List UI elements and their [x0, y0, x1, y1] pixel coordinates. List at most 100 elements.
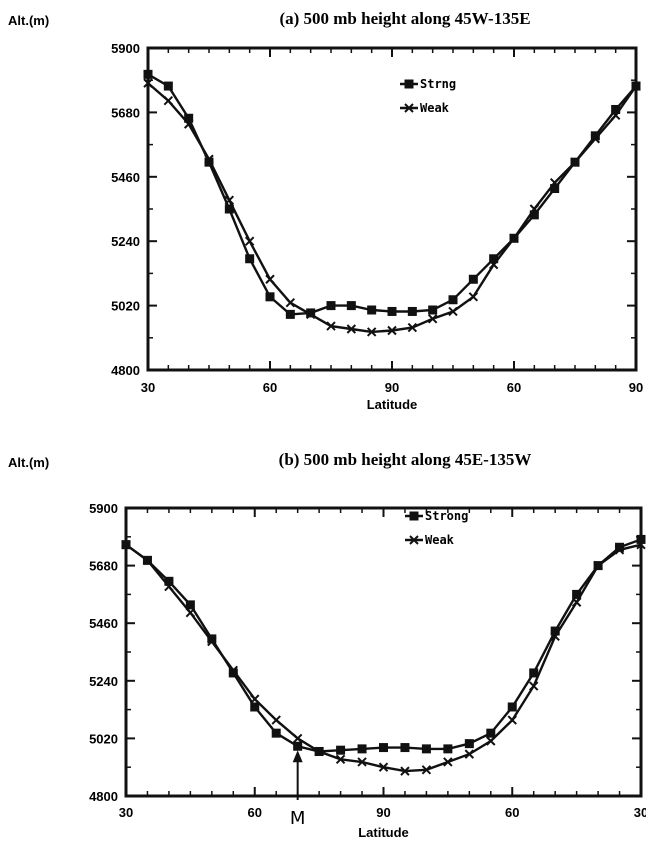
data-point-x	[143, 78, 153, 88]
annotation-arrow-head	[292, 750, 303, 763]
chart-a: (a) 500 mb height along 45W-135E Alt.(m) L…	[8, 9, 643, 412]
data-point-square	[163, 81, 173, 91]
data-point-square	[326, 301, 336, 311]
data-point-square	[486, 728, 496, 738]
data-point-x	[204, 154, 214, 164]
data-point-x	[378, 762, 389, 772]
chart-title: (b) 500 mb height along 45E-135W	[279, 450, 532, 469]
data-point-x	[549, 177, 560, 188]
annotation-label: M	[290, 808, 306, 829]
data-point-square	[293, 741, 303, 751]
x-tick-label: 30	[119, 805, 133, 820]
data-point-x	[366, 327, 377, 337]
data-point-square	[443, 744, 453, 754]
data-point-x	[614, 545, 625, 555]
data-point-x	[571, 597, 582, 607]
data-point-x	[285, 297, 296, 308]
data-point-x	[142, 555, 153, 566]
data-point-square	[507, 702, 517, 712]
data-point-square	[250, 702, 260, 712]
data-point-square	[367, 305, 377, 315]
data-point-square	[550, 184, 560, 194]
data-point-x	[335, 754, 346, 765]
data-point-square	[207, 634, 217, 644]
data-point-x	[121, 539, 131, 550]
data-point-square	[529, 668, 539, 678]
y-axis-label: Alt.(m)	[8, 455, 49, 470]
series-line-strong	[125, 538, 642, 753]
data-point-x	[427, 314, 438, 324]
data-point-x	[224, 195, 235, 205]
data-point-square	[448, 295, 458, 305]
y-tick-label: 5680	[111, 105, 140, 120]
data-point-x	[509, 233, 519, 243]
data-point-x	[292, 733, 303, 744]
data-point-x	[443, 757, 453, 767]
x-tick-label: 90	[629, 380, 643, 395]
y-axis-label: Alt.(m)	[8, 13, 49, 28]
legend-marker-x	[409, 535, 419, 545]
data-point-x	[636, 539, 646, 550]
data-point-square	[464, 739, 474, 749]
data-point-square	[336, 745, 346, 755]
series-line-weak	[125, 543, 642, 773]
data-point-square	[590, 131, 600, 141]
x-tick-label: 90	[376, 805, 390, 820]
data-point-x	[163, 95, 174, 106]
legend-marker-square	[409, 511, 419, 521]
legend-marker-square	[404, 79, 414, 89]
data-point-x	[448, 306, 458, 317]
legend-label: Strng	[420, 77, 456, 91]
data-point-x	[305, 309, 316, 320]
data-point-square	[379, 743, 388, 753]
y-tick-label: 5460	[89, 616, 118, 631]
chart-title: (a) 500 mb height along 45W-135E	[279, 9, 530, 28]
data-point-square	[572, 589, 582, 599]
data-point-x	[529, 204, 540, 214]
data-point-square	[228, 668, 238, 678]
y-tick-label: 5900	[111, 41, 140, 56]
series-line-weak	[147, 82, 637, 334]
data-point-x	[244, 236, 255, 246]
y-tick-label: 5240	[89, 674, 118, 689]
x-axis-label: Latitude	[367, 397, 418, 412]
x-tick-label: 60	[507, 380, 521, 395]
data-point-square	[489, 254, 499, 264]
data-point-square	[271, 728, 281, 738]
data-point-x	[610, 110, 621, 121]
data-point-x	[271, 715, 281, 725]
data-point-square	[285, 309, 295, 319]
plot-frame	[146, 46, 638, 372]
data-point-square	[357, 744, 367, 754]
data-point-x	[250, 694, 260, 704]
y-tick-label: 5020	[89, 731, 118, 746]
data-point-x	[590, 134, 601, 144]
series-line-strng	[147, 73, 637, 316]
y-tick-label: 5240	[111, 234, 140, 249]
data-point-x	[464, 749, 475, 759]
data-point-x	[346, 324, 357, 334]
x-tick-label: 90	[385, 380, 399, 395]
data-point-x	[265, 274, 275, 284]
legend-label: Strong	[425, 509, 468, 523]
data-point-square	[428, 305, 438, 315]
data-point-x	[185, 608, 196, 618]
data-point-square	[407, 306, 417, 316]
data-point-x	[507, 715, 517, 725]
data-point-x	[550, 631, 560, 641]
data-point-x	[631, 81, 641, 91]
data-point-x	[314, 746, 324, 757]
data-point-square	[529, 210, 539, 220]
legend-marker-x	[404, 103, 414, 113]
data-point-x	[387, 325, 397, 336]
data-point-square	[550, 626, 560, 636]
data-point-x	[326, 321, 336, 331]
x-tick-label: 30	[634, 805, 646, 820]
x-tick-label: 30	[141, 380, 155, 395]
y-tick-label: 4800	[89, 789, 118, 804]
data-point-x	[593, 560, 603, 571]
legend-label: Weak	[420, 101, 450, 115]
data-point-square	[143, 69, 153, 79]
data-point-square	[611, 104, 621, 114]
